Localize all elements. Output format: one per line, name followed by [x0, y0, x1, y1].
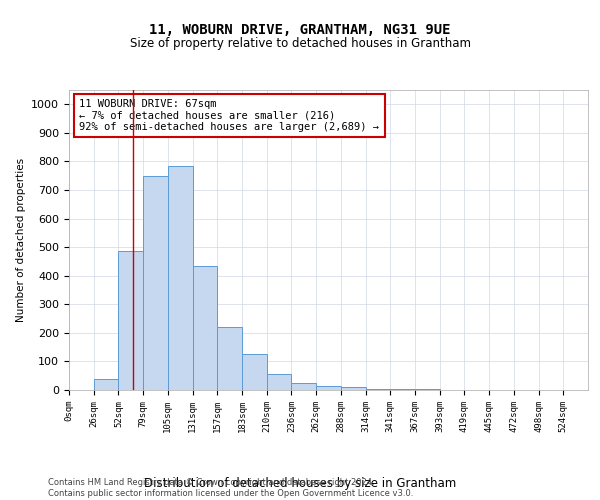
Text: 11 WOBURN DRIVE: 67sqm
← 7% of detached houses are smaller (216)
92% of semi-det: 11 WOBURN DRIVE: 67sqm ← 7% of detached …	[79, 99, 379, 132]
Text: Contains HM Land Registry data © Crown copyright and database right 2024.
Contai: Contains HM Land Registry data © Crown c…	[48, 478, 413, 498]
Bar	[242, 354, 267, 390]
Bar	[365, 388, 390, 390]
Bar	[193, 266, 217, 390]
Bar	[341, 387, 365, 390]
Bar	[94, 378, 118, 390]
Text: Distribution of detached houses by size in Grantham: Distribution of detached houses by size …	[144, 477, 456, 490]
Bar	[168, 166, 193, 390]
Bar	[316, 386, 341, 390]
Bar	[143, 176, 168, 390]
Text: 11, WOBURN DRIVE, GRANTHAM, NG31 9UE: 11, WOBURN DRIVE, GRANTHAM, NG31 9UE	[149, 22, 451, 36]
Bar	[292, 383, 316, 390]
Bar	[118, 252, 143, 390]
Text: Size of property relative to detached houses in Grantham: Size of property relative to detached ho…	[130, 38, 470, 51]
Bar	[390, 389, 415, 390]
Y-axis label: Number of detached properties: Number of detached properties	[16, 158, 26, 322]
Bar	[217, 327, 242, 390]
Bar	[267, 374, 292, 390]
